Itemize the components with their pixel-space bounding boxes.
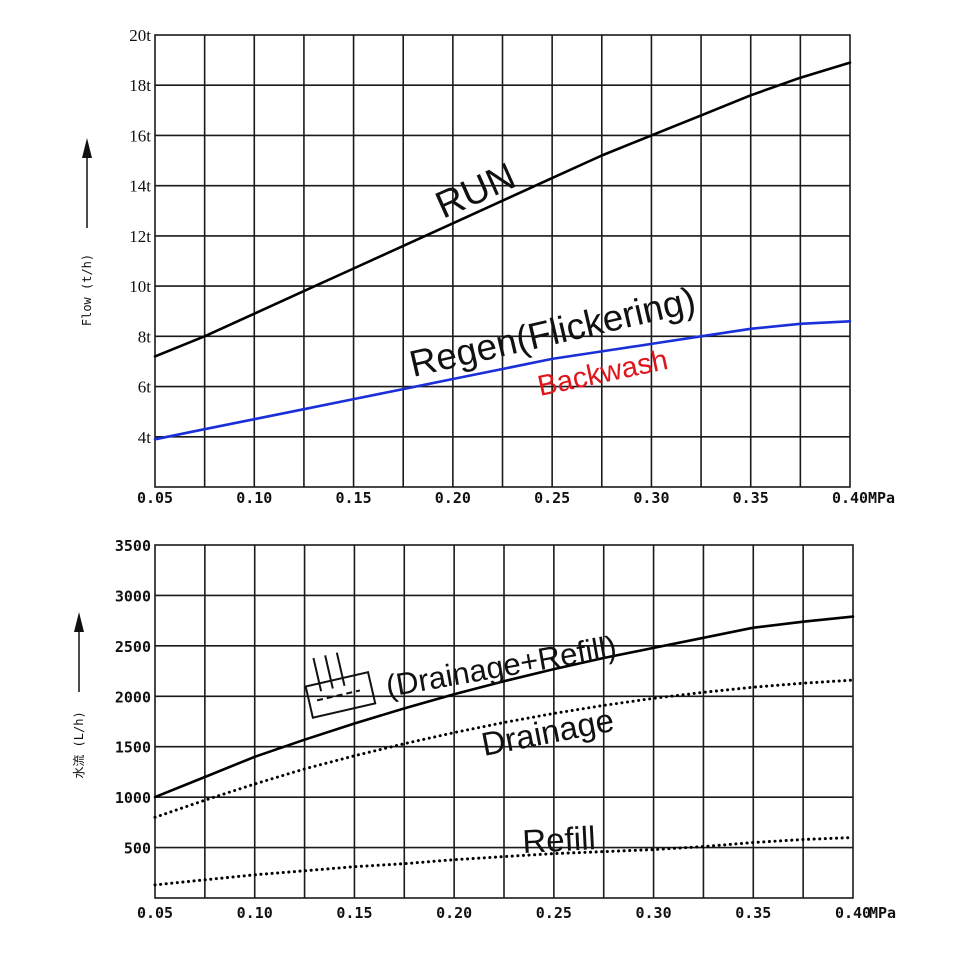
- y-tick-label: 12t: [129, 227, 151, 246]
- bottom-y-ticks: 500 1000 1500 2000 2500 3000 3500: [115, 537, 151, 858]
- x-tick-label: 0.15: [336, 489, 372, 507]
- refill-label: Refill: [521, 819, 596, 860]
- up-arrow-icon: [74, 612, 84, 632]
- x-tick-label: 0.10: [236, 489, 272, 507]
- series-line-run: [153, 61, 852, 358]
- y-tick-label: 18t: [129, 76, 151, 95]
- series-line-drainage-refill: [153, 615, 855, 799]
- top-y-axis-label: Flow (t/h): [80, 138, 94, 326]
- drainage-label: Drainage: [478, 701, 617, 763]
- y-tick-label: 2500: [115, 638, 151, 656]
- series-line-drainage: [153, 678, 855, 819]
- y-tick-label: 16t: [129, 126, 151, 145]
- flow-chart-top: 4t 6t 8t 10t 12t 14t 16t 18t 20t 0.05 0.10 0.15 0.2…: [80, 26, 895, 507]
- run-label: RUN: [430, 155, 522, 227]
- flow-chart-bottom: 500 1000 1500 2000 2500 3000 3500 0.05 0.10 0.15…: [72, 537, 896, 922]
- top-y-ticks: 4t 6t 8t 10t 12t 14t 16t 18t 20t: [129, 26, 151, 447]
- bottom-y-label-text: 水流 (L/h): [72, 711, 86, 778]
- y-tick-label: 10t: [129, 277, 151, 296]
- y-tick-label: 2000: [115, 688, 151, 706]
- y-tick-label: 6t: [138, 378, 152, 397]
- x-tick-label: 0.15: [336, 904, 372, 922]
- x-tick-label: 0.25: [534, 489, 570, 507]
- bottom-grid: [154, 544, 854, 899]
- drainage-refill-label: (Drainage+Refill): [383, 629, 619, 704]
- series-line-refill: [153, 836, 855, 887]
- series-line-regen-flickering: [153, 319, 852, 441]
- x-tick-label: 0.35: [733, 489, 769, 507]
- top-series: [153, 61, 852, 441]
- bottom-x-ticks: 0.05 0.10 0.15 0.20 0.25 0.30 0.35 0.40: [137, 904, 871, 922]
- x-tick-label: 0.20: [435, 489, 471, 507]
- x-tick-label: 0.30: [636, 904, 672, 922]
- x-tick-label: 0.30: [633, 489, 669, 507]
- x-tick-label: 0.05: [137, 904, 173, 922]
- y-tick-label: 20t: [129, 26, 151, 45]
- x-tick-label: 0.35: [735, 904, 771, 922]
- top-grid: [154, 34, 851, 488]
- x-tick-label: 0.10: [237, 904, 273, 922]
- x-tick-label: 0.20: [436, 904, 472, 922]
- drainage-refill-icon: [304, 652, 377, 719]
- bottom-y-axis-label: 水流 (L/h): [72, 612, 86, 779]
- x-tick-label: 0.25: [536, 904, 572, 922]
- y-tick-label: 4t: [138, 428, 152, 447]
- x-tick-label: 0.40: [835, 904, 871, 922]
- top-x-ticks: 0.05 0.10 0.15 0.20 0.25 0.30 0.35 0.40: [137, 489, 868, 507]
- x-tick-label: 0.05: [137, 489, 173, 507]
- bottom-x-unit: MPa: [869, 904, 896, 922]
- y-tick-label: 14t: [129, 177, 151, 196]
- y-tick-label: 1500: [115, 739, 151, 757]
- top-x-unit: MPa: [868, 489, 895, 507]
- y-tick-label: 500: [124, 840, 151, 858]
- top-y-label-text: Flow (t/h): [80, 254, 94, 326]
- y-tick-label: 1000: [115, 789, 151, 807]
- bottom-series: [153, 615, 855, 887]
- y-tick-label: 8t: [138, 327, 152, 346]
- up-arrow-icon: [82, 138, 92, 158]
- x-tick-label: 0.40: [832, 489, 868, 507]
- backwash-label: Backwash: [535, 344, 671, 403]
- y-tick-label: 3000: [115, 587, 151, 605]
- y-tick-label: 3500: [115, 537, 151, 555]
